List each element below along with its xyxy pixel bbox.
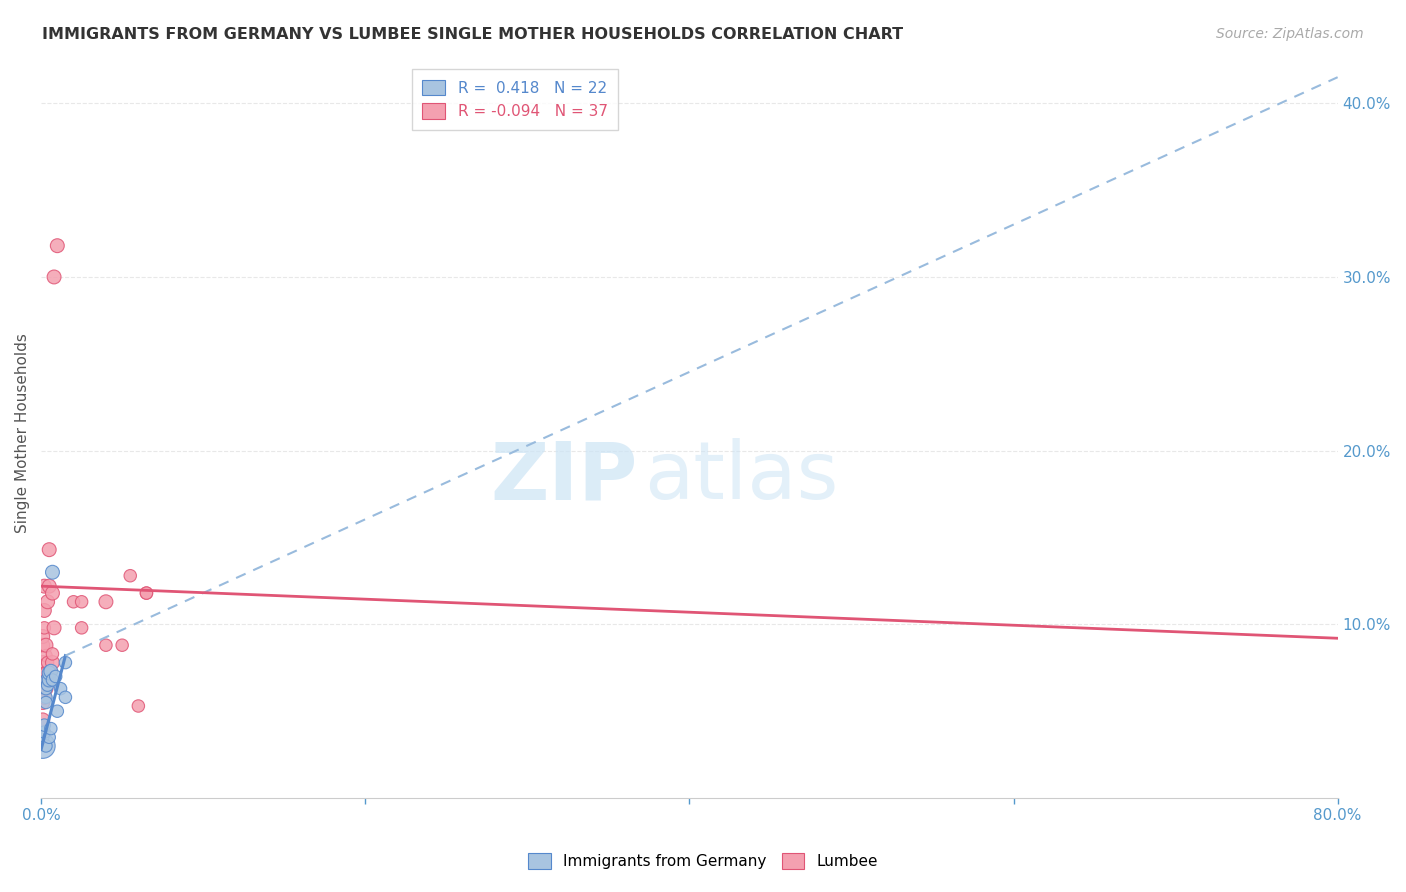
Point [135,586,157,600]
Point [41,586,63,600]
Y-axis label: Single Mother Households: Single Mother Households [15,334,30,533]
Point [46,238,69,252]
Point [34,665,56,680]
Point [42,621,65,635]
Point [127,698,149,713]
Point [34,621,56,635]
Point [37,678,59,692]
Point [38,673,60,687]
Point [37,656,59,670]
Point [111,638,134,652]
Point [35,648,58,663]
Text: ZIP: ZIP [491,438,637,516]
Point [70,621,93,635]
Point [39,722,62,736]
Point [46,704,69,718]
Point [38,542,60,557]
Point [31,713,53,727]
Point [38,731,60,745]
Point [35,681,58,696]
Point [41,566,63,580]
Point [37,673,59,687]
Point [135,586,157,600]
Point [34,718,56,732]
Point [34,725,56,739]
Point [34,690,56,705]
Point [31,630,53,644]
Point [31,656,53,670]
Point [31,696,53,710]
Point [35,681,58,696]
Point [34,579,56,593]
Point [120,568,142,582]
Point [35,690,58,705]
Legend: Immigrants from Germany, Lumbee: Immigrants from Germany, Lumbee [522,847,884,875]
Point [31,638,53,652]
Point [41,656,63,670]
Point [49,681,72,696]
Legend: R =  0.418   N = 22, R = -0.094   N = 37: R = 0.418 N = 22, R = -0.094 N = 37 [412,69,619,130]
Point [34,673,56,687]
Point [55,690,77,705]
Text: atlas: atlas [644,438,838,516]
Point [45,669,67,683]
Point [38,665,60,680]
Point [70,595,93,609]
Point [35,665,58,680]
Point [42,269,65,284]
Point [94,595,117,609]
Point [39,665,62,679]
Point [41,673,63,687]
Point [35,739,58,753]
Point [35,638,58,652]
Point [31,739,53,753]
Point [39,665,62,679]
Point [55,656,77,670]
Point [41,647,63,661]
Point [37,595,59,609]
Point [35,696,58,710]
Text: Source: ZipAtlas.com: Source: ZipAtlas.com [1216,27,1364,41]
Point [62,595,84,609]
Point [37,673,59,687]
Point [94,638,117,652]
Point [31,731,53,745]
Text: IMMIGRANTS FROM GERMANY VS LUMBEE SINGLE MOTHER HOUSEHOLDS CORRELATION CHART: IMMIGRANTS FROM GERMANY VS LUMBEE SINGLE… [42,27,903,42]
Point [38,579,60,593]
Point [34,603,56,617]
